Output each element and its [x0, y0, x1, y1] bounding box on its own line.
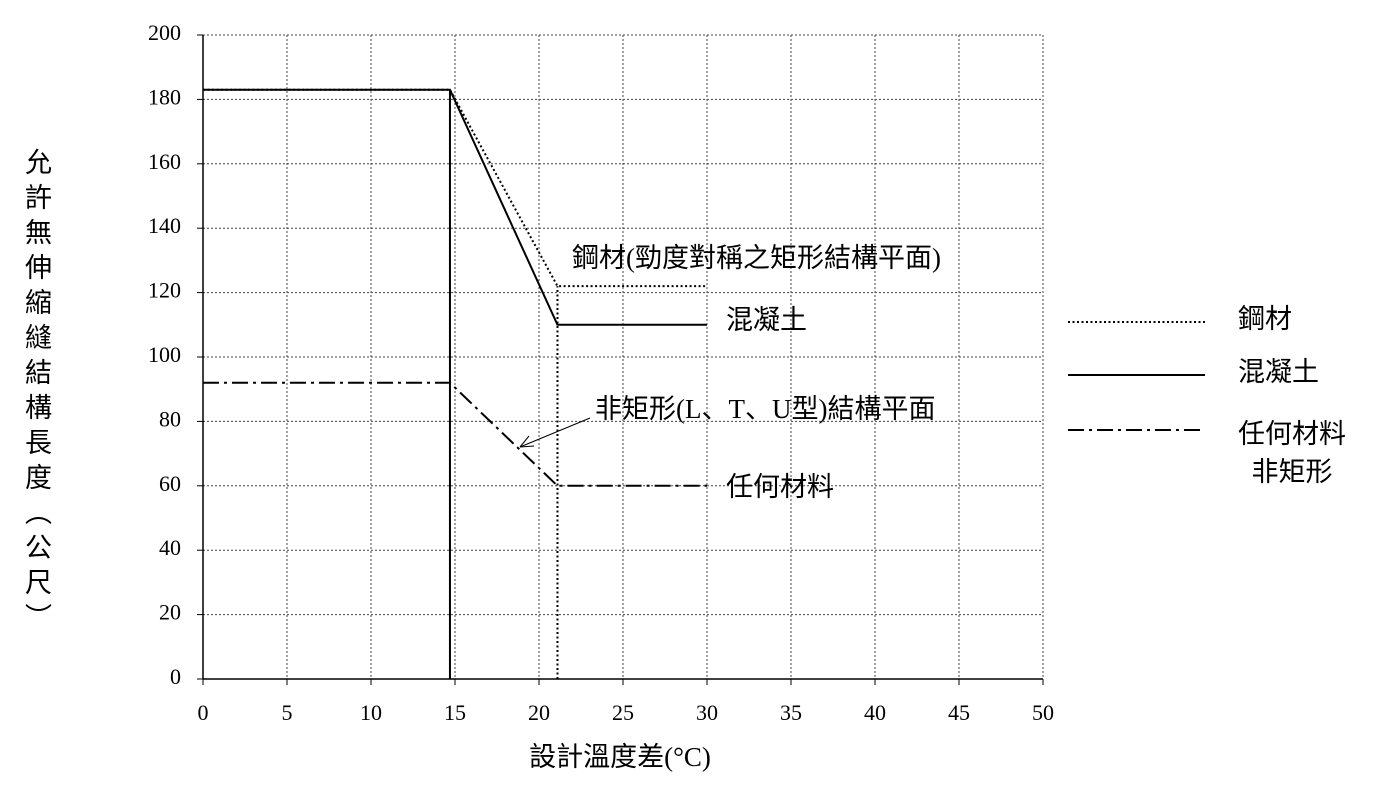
x-tick-label: 30 — [696, 700, 718, 725]
y-tick-label: 100 — [148, 342, 181, 367]
annotation: 鋼材(勁度對稱之矩形結構平面) — [572, 243, 941, 273]
x-tick-label: 45 — [948, 700, 970, 725]
y-tick-label: 140 — [148, 213, 181, 238]
line-series — [203, 381, 707, 487]
x-tick-label: 50 — [1032, 700, 1054, 725]
x-tick-label: 35 — [780, 700, 802, 725]
legend-label: 混凝土 — [1238, 357, 1319, 387]
x-tick-label: 40 — [864, 700, 886, 725]
x-tick-label: 15 — [444, 700, 466, 725]
y-tick-label: 40 — [159, 535, 181, 560]
y-tick-label: 0 — [170, 664, 181, 689]
annotation: 非矩形(L、T、U型)結構平面 — [595, 394, 935, 424]
annotation-arrow — [519, 417, 591, 448]
annotation-arrowhead — [519, 435, 535, 448]
x-tick-label: 10 — [360, 700, 382, 725]
y-axis-label: 允許無伸縮縫結構長度（公尺） — [21, 148, 51, 638]
y-tick-label: 180 — [148, 84, 181, 109]
legend-label: 鋼材 — [1238, 304, 1292, 334]
x-tick-label: 5 — [282, 700, 293, 725]
y-tick-label: 200 — [148, 20, 181, 45]
y-tick-label: 60 — [159, 471, 181, 496]
y-tick-label: 120 — [148, 278, 181, 303]
annotation: 任何材料 — [726, 472, 834, 502]
y-tick-label: 160 — [148, 149, 181, 174]
x-tick-label: 25 — [612, 700, 634, 725]
y-tick-label: 20 — [159, 600, 181, 625]
line-series — [203, 88, 707, 326]
y-tick-label: 80 — [159, 406, 181, 431]
x-tick-label: 0 — [198, 700, 209, 725]
annotation: 混凝土 — [726, 305, 807, 335]
legend-label: 任何材料 非矩形 — [1238, 419, 1346, 487]
x-tick-label: 20 — [528, 700, 550, 725]
x-axis-label: 設計溫度差(°C) — [529, 742, 711, 772]
